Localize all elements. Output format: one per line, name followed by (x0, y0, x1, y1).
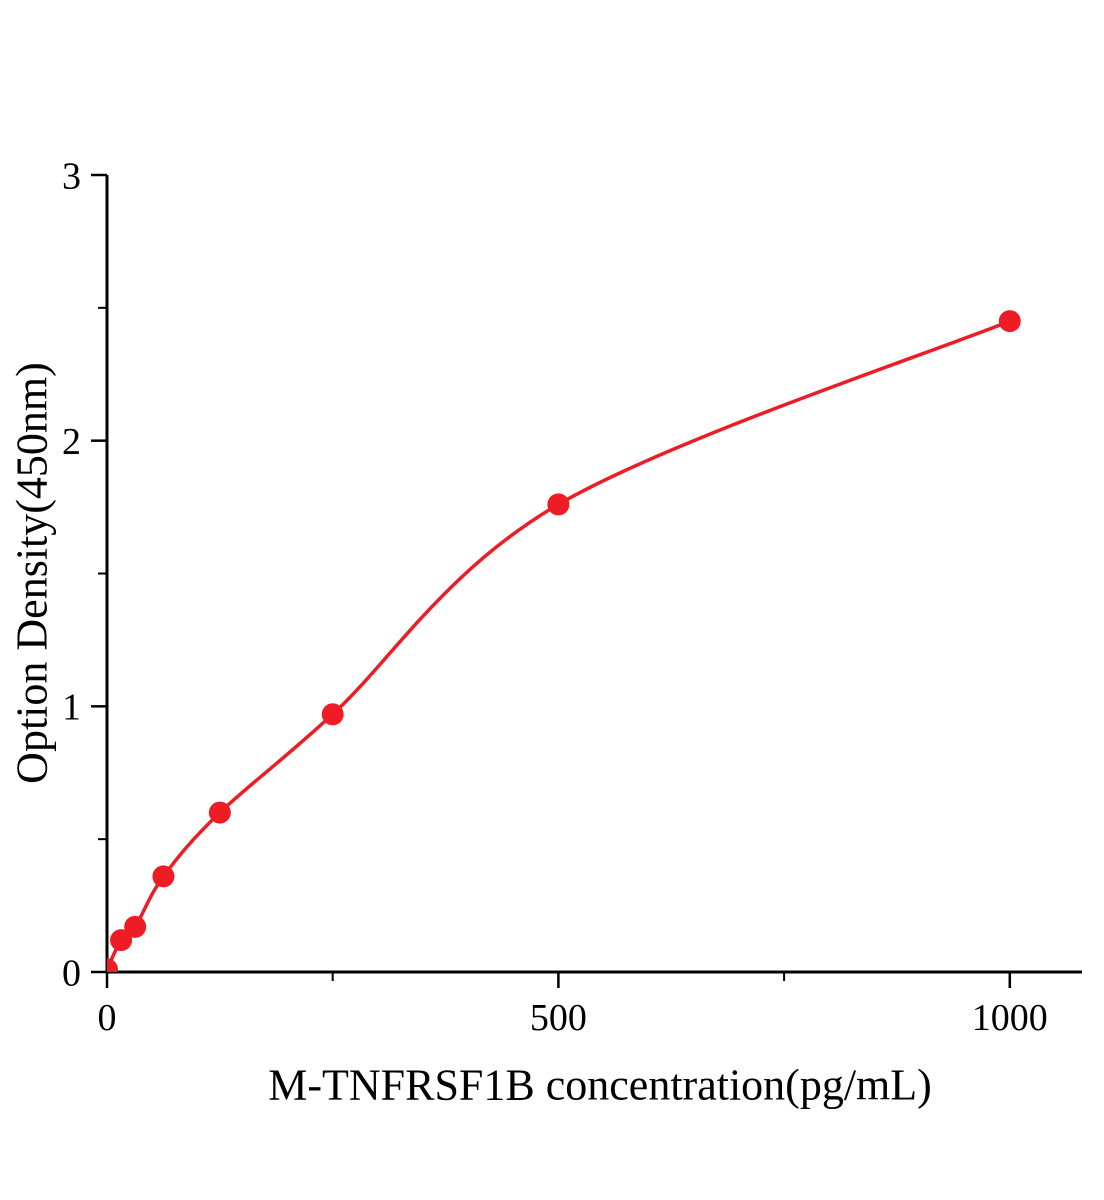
data-point (110, 929, 133, 952)
x-tick-label: 1000 (972, 997, 1048, 1039)
y-tick-label: 1 (62, 687, 81, 729)
x-tick-label: 500 (530, 997, 587, 1039)
data-point (107, 958, 118, 972)
data-point (152, 865, 175, 888)
data-point (208, 801, 231, 824)
data-point (124, 915, 147, 938)
y-tick-label: 2 (62, 421, 81, 463)
data-point (547, 493, 570, 516)
fit-curve (107, 319, 1012, 972)
y-tick-label: 3 (62, 155, 81, 197)
data-point (321, 703, 344, 726)
x-axis-title: M-TNFRSF1B concentration(pg/mL) (268, 1060, 932, 1110)
y-axis-title: Option Density(450nm) (7, 362, 57, 784)
data-point (998, 310, 1021, 333)
x-tick-label: 0 (98, 997, 117, 1039)
y-tick-label: 0 (62, 952, 81, 994)
